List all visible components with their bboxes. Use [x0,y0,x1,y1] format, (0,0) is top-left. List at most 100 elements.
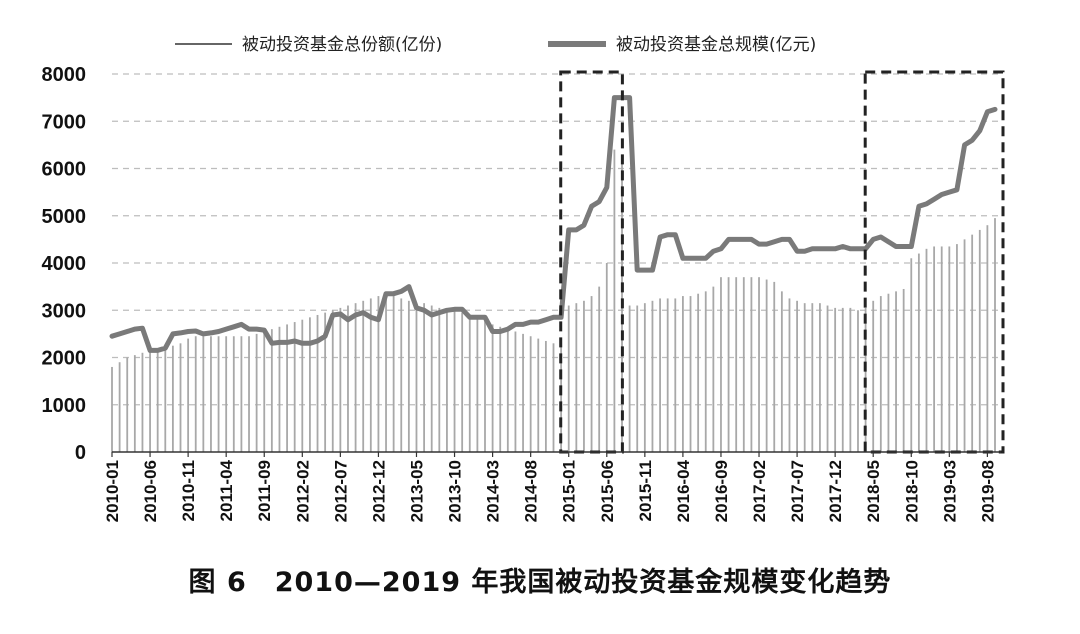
x-tick-label: 2010-11 [179,460,198,521]
share-bar [156,350,159,452]
share-bar [651,300,654,452]
share-bar [529,336,532,452]
legend-label-scale: 被动投资基金总规模(亿元) [616,35,816,55]
share-bar [468,314,471,452]
share-bar [309,317,311,452]
x-tick-label: 2016-04 [674,459,693,522]
x-tick-label: 2015-06 [598,460,617,522]
share-bar [986,225,989,452]
share-bar [819,303,821,452]
share-bar [316,314,319,452]
share-bar [940,246,943,452]
share-bar [910,258,913,452]
share-bar [415,303,418,452]
y-tick-label: 2000 [42,348,87,370]
share-bar [704,291,707,452]
share-bar [796,300,798,452]
share-bar [613,149,616,452]
share-bar [720,277,722,452]
y-tick-label: 4000 [42,253,87,275]
share-bar [826,305,829,452]
share-bar [895,291,897,452]
share-bar [933,246,936,452]
share-bar [742,277,745,452]
share-bar [727,277,730,452]
share-bar [210,336,212,452]
y-tick-label: 5000 [42,206,87,228]
share-bar [994,218,996,452]
share-bar [171,345,174,452]
share-bar [666,298,669,452]
x-tick-label: 2019-08 [978,460,997,522]
legend-label-shares: 被动投资基金总份额(亿份) [242,35,442,55]
scale-line [109,95,998,353]
share-bar [598,286,601,452]
share-bar [788,298,791,452]
x-tick-label: 2010-06 [141,460,160,522]
share-bar [225,336,228,452]
share-bar [301,319,304,452]
share-bar [217,336,220,452]
x-tick-label: 2013-10 [446,460,465,522]
x-tick-label: 2017-12 [826,460,845,522]
share-bar [780,291,783,452]
y-tick-label: 3000 [42,300,87,322]
share-bar [758,277,760,452]
share-bar [202,336,205,452]
share-bar [583,300,585,452]
share-bar [491,324,494,452]
legend: 被动投资基金总份额(亿份) 被动投资基金总规模(亿元) [175,35,816,55]
share-bar [963,239,966,452]
share-bar [605,263,608,452]
share-bar [347,305,349,452]
share-bar [514,331,517,452]
share-bar [187,338,190,452]
share-bar [674,298,677,452]
share-bar [111,366,113,452]
x-tick-label: 2010-01 [103,460,122,522]
x-tick-label: 2012-12 [369,460,388,522]
share-bar [887,293,890,452]
share-bar [834,307,837,452]
share-bar [773,281,776,452]
share-bar [232,336,235,452]
y-tick-label: 7000 [42,111,87,133]
x-tick-label: 2014-03 [484,460,503,522]
share-bar [164,348,167,452]
share-bar [278,326,281,452]
share-bar [430,305,433,452]
share-bar [971,234,974,452]
share-bar [948,246,951,452]
x-tick-label: 2013-05 [407,460,426,522]
share-bar [735,277,738,452]
share-bar [849,307,852,452]
share-bar [133,355,136,452]
scale-series-line [109,95,998,353]
share-bar [270,329,273,452]
share-bar [126,357,129,452]
share-bar [560,343,563,452]
share-bar [339,307,342,452]
share-bar [400,298,403,452]
x-tick-label: 2018-05 [864,460,883,522]
x-tick-label: 2017-02 [750,460,769,522]
x-tick-label: 2017-07 [788,460,807,522]
share-bar [499,326,502,452]
share-bar [689,296,692,452]
share-bar [324,312,327,452]
share-bar [149,350,151,452]
share-bar [286,324,288,452]
share-bar [461,312,464,452]
share-bar [803,303,806,452]
share-bar [331,310,334,452]
share-bar [872,300,875,452]
share-bar [552,343,555,452]
share-bar [453,310,456,452]
share-bar [712,286,715,452]
x-tick-label: 2019-03 [940,460,959,522]
share-bar [682,296,684,452]
share-bar [141,352,144,452]
share-bar [194,336,197,452]
share-bar [811,303,814,452]
share-bar [377,296,380,452]
